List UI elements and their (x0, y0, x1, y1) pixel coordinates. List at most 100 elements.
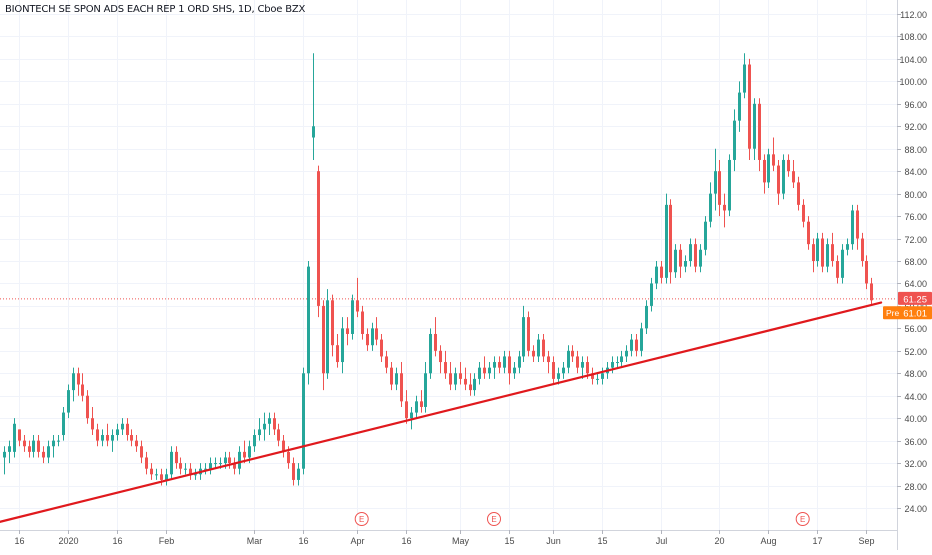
candle[interactable] (694, 238, 697, 273)
candle[interactable] (101, 429, 104, 447)
candle[interactable] (518, 350, 521, 374)
candle[interactable] (371, 322, 374, 351)
candle[interactable] (767, 148, 770, 189)
candle[interactable] (410, 406, 413, 430)
candle[interactable] (135, 435, 138, 452)
candle[interactable] (743, 53, 746, 99)
candle[interactable] (322, 300, 325, 391)
candle[interactable] (807, 216, 810, 250)
candle[interactable] (763, 154, 766, 194)
candle[interactable] (562, 362, 565, 379)
candle[interactable] (527, 311, 530, 357)
candle[interactable] (429, 328, 432, 379)
candle[interactable] (67, 384, 70, 419)
candle[interactable] (140, 440, 143, 464)
candle[interactable] (253, 429, 256, 452)
candle[interactable] (508, 350, 511, 385)
candle[interactable] (797, 176, 800, 211)
candle[interactable] (831, 232, 834, 267)
candle[interactable] (567, 345, 570, 374)
candle[interactable] (77, 367, 80, 396)
candle[interactable] (537, 333, 540, 363)
candle[interactable] (331, 294, 334, 357)
candle[interactable] (464, 367, 467, 391)
candle[interactable] (3, 446, 6, 475)
candle[interactable] (194, 468, 197, 480)
candle[interactable] (473, 373, 476, 396)
candle[interactable] (336, 333, 339, 368)
earnings-marker[interactable]: E (795, 512, 810, 526)
candle[interactable] (552, 356, 555, 385)
candle[interactable] (228, 451, 231, 469)
candle[interactable] (233, 457, 236, 475)
candle[interactable] (116, 423, 119, 441)
candle[interactable] (870, 277, 873, 306)
candle[interactable] (165, 468, 168, 486)
candle[interactable] (28, 440, 31, 458)
candle[interactable] (390, 362, 393, 391)
candle[interactable] (616, 356, 619, 368)
candle[interactable] (596, 373, 599, 385)
candle[interactable] (238, 446, 241, 475)
candle[interactable] (243, 440, 246, 464)
candle[interactable] (395, 367, 398, 391)
candle[interactable] (547, 350, 550, 374)
candle[interactable] (728, 154, 731, 217)
candle[interactable] (277, 423, 280, 447)
candle[interactable] (513, 362, 516, 379)
candle[interactable] (836, 255, 839, 284)
candle[interactable] (121, 418, 124, 436)
candle[interactable] (469, 373, 472, 396)
candle[interactable] (625, 345, 628, 363)
candle[interactable] (581, 356, 584, 379)
candle[interactable] (356, 277, 359, 318)
candle[interactable] (777, 159, 780, 205)
candle[interactable] (630, 333, 633, 357)
candle[interactable] (175, 446, 178, 469)
candle[interactable] (434, 317, 437, 357)
candle[interactable] (709, 182, 712, 228)
trendline-layer[interactable] (0, 301, 883, 523)
candle[interactable] (660, 261, 663, 284)
candle[interactable] (733, 109, 736, 172)
candle[interactable] (723, 193, 726, 228)
candle[interactable] (351, 294, 354, 340)
candle[interactable] (620, 350, 623, 368)
candle[interactable] (326, 289, 329, 379)
candle[interactable] (81, 373, 84, 402)
candle[interactable] (454, 367, 457, 391)
candle[interactable] (366, 328, 369, 351)
candle[interactable] (189, 463, 192, 480)
candle[interactable] (856, 204, 859, 250)
candle[interactable] (170, 446, 173, 480)
candle[interactable] (130, 429, 133, 447)
candle[interactable] (576, 350, 579, 374)
candle[interactable] (420, 390, 423, 413)
candle[interactable] (47, 440, 50, 464)
candle[interactable] (346, 317, 349, 346)
candle[interactable] (72, 367, 75, 402)
candle[interactable] (307, 261, 310, 385)
candle[interactable] (650, 277, 653, 312)
candle[interactable] (483, 356, 486, 379)
candle[interactable] (282, 435, 285, 458)
candle[interactable] (380, 333, 383, 363)
candle[interactable] (106, 423, 109, 447)
candle[interactable] (424, 362, 427, 413)
candle[interactable] (268, 412, 271, 436)
candle[interactable] (150, 463, 153, 480)
candle[interactable] (18, 429, 21, 447)
candle[interactable] (601, 367, 604, 385)
candle[interactable] (292, 457, 295, 486)
candle[interactable] (522, 305, 525, 363)
candle[interactable] (111, 429, 114, 452)
candle[interactable] (812, 238, 815, 273)
candle[interactable] (498, 356, 501, 374)
candle[interactable] (214, 457, 217, 469)
candle[interactable] (209, 457, 212, 475)
candle[interactable] (258, 418, 261, 441)
candle[interactable] (718, 159, 721, 217)
candle[interactable] (571, 345, 574, 363)
